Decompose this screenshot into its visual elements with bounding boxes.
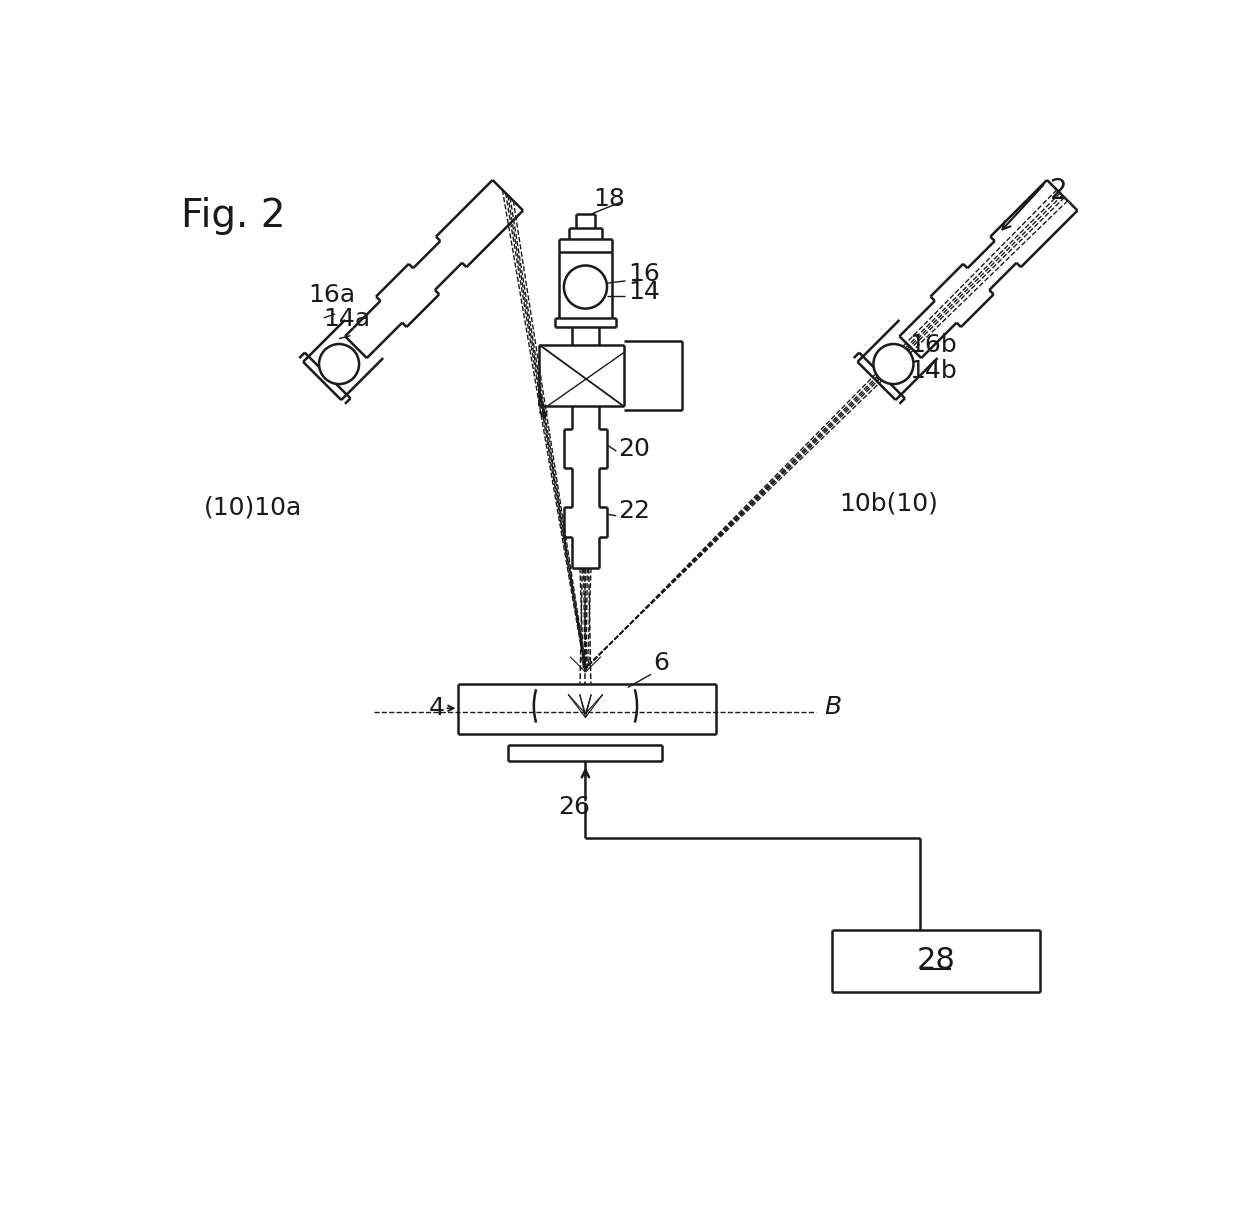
Text: 26: 26 — [558, 795, 590, 819]
Text: 6: 6 — [653, 651, 670, 675]
Text: Fig. 2: Fig. 2 — [181, 196, 285, 235]
Circle shape — [319, 345, 360, 384]
Circle shape — [873, 345, 914, 384]
Text: 16b: 16b — [909, 334, 956, 358]
Text: 4: 4 — [429, 696, 445, 721]
Text: 18: 18 — [593, 187, 625, 211]
Circle shape — [564, 265, 608, 308]
Text: 14: 14 — [627, 281, 660, 305]
Text: 14a: 14a — [324, 306, 371, 330]
Text: 20: 20 — [618, 437, 650, 462]
Text: 16: 16 — [627, 261, 660, 286]
Text: 22: 22 — [618, 499, 650, 523]
Text: 14b: 14b — [909, 359, 956, 383]
Text: (10)10a: (10)10a — [205, 495, 303, 519]
Text: 28: 28 — [916, 946, 955, 975]
Text: 16a: 16a — [309, 283, 356, 307]
Text: 2: 2 — [1050, 177, 1068, 205]
Text: 10b(10): 10b(10) — [839, 492, 939, 516]
Text: B: B — [825, 695, 841, 718]
